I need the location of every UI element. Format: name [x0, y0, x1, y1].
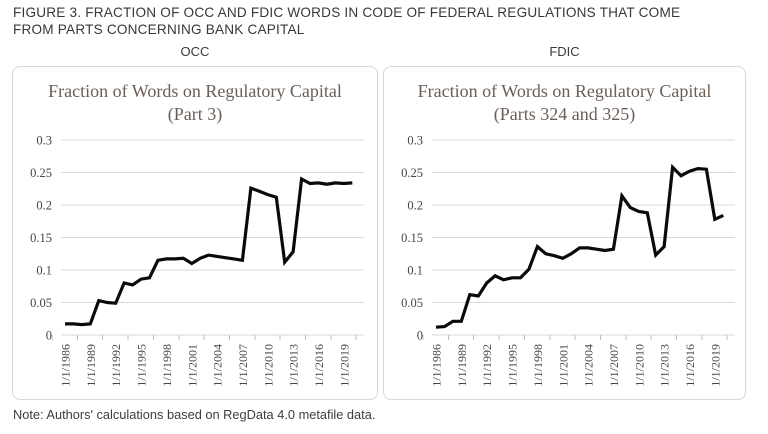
y-tick-label: 0.05 [401, 296, 423, 310]
figure-title-line2: FROM PARTS CONCERNING BANK CAPITAL [13, 21, 305, 37]
x-tick-label: 1/1/1998 [531, 344, 545, 387]
figure-title-line1: FIGURE 3. FRACTION OF OCC AND FDIC WORDS… [13, 5, 681, 20]
y-tick-label: 0 [46, 328, 52, 342]
x-tick-label: 1/1/1989 [84, 344, 98, 387]
y-tick-label: 0.1 [407, 263, 423, 277]
y-tick-label: 0.2 [36, 198, 52, 212]
line-chart-fdic: 0 0.05 0.1 0.15 0.2 0.25 0.3 1/1/1986 1/1/1989 1/… [401, 133, 735, 387]
x-tick-label: 1/1/1995 [135, 344, 149, 387]
x-tick-label: 1/1/2007 [236, 344, 250, 387]
x-tick-label: 1/1/1992 [109, 344, 123, 387]
x-tick-label: 1/1/1995 [506, 344, 520, 387]
x-tick-label: 1/1/2004 [211, 344, 225, 387]
y-tick-label: 0.1 [36, 263, 52, 277]
x-tick-label: 1/1/2013 [287, 344, 301, 387]
x-tick-label: 1/1/2001 [185, 344, 199, 387]
x-tick-label: 1/1/2019 [337, 344, 351, 387]
chart-title-occ: Fraction of Words on Regulatory Capital … [48, 81, 342, 125]
chart-panel-fdic: Fraction of Words on Regulatory Capital … [383, 66, 746, 400]
x-tick-label: 1/1/2019 [708, 344, 722, 387]
x-tick-label: 1/1/1989 [455, 344, 469, 387]
y-tick-label: 0.3 [36, 133, 52, 147]
x-tick-label: 1/1/1992 [480, 344, 494, 387]
line-chart-occ: 0 0.05 0.1 0.15 0.2 0.25 0.3 1/1/1986 1/1/1989 1/… [30, 133, 364, 387]
figure-title: FIGURE 3. FRACTION OF OCC AND FDIC WORDS… [13, 5, 758, 38]
panel-label-occ: OCC [180, 44, 210, 59]
x-tick-label: 1/1/2007 [607, 344, 621, 387]
x-tick-label: 1/1/1998 [160, 344, 174, 387]
x-tick-label: 1/1/2001 [556, 344, 570, 387]
y-tick-label: 0.2 [407, 198, 423, 212]
y-tick-label: 0.25 [30, 166, 52, 180]
y-tick-label: 0.15 [401, 231, 423, 245]
x-tick-label: 1/1/2016 [683, 344, 697, 387]
note-text: Note: Authors' calculations based on Reg… [13, 407, 376, 422]
y-tick-label: 0.3 [407, 133, 423, 147]
y-tick-label: 0.15 [30, 231, 52, 245]
panel-label-fdic: FDIC [549, 44, 580, 59]
x-tick-label: 1/1/1986 [430, 344, 444, 387]
x-tick-label: 1/1/2010 [261, 344, 275, 387]
series-line [435, 163, 724, 329]
series-line [65, 176, 353, 327]
y-tick-label: 0 [417, 328, 423, 342]
x-tick-label: 1/1/1986 [59, 344, 73, 387]
y-tick-label: 0.25 [401, 166, 423, 180]
x-tick-label: 1/1/2004 [582, 344, 596, 387]
x-tick-label: 1/1/2016 [312, 344, 326, 387]
chart-panel-occ: Fraction of Words on Regulatory Capital … [12, 66, 378, 400]
x-tick-label: 1/1/2013 [658, 344, 672, 387]
x-tick-label: 1/1/2010 [632, 344, 646, 387]
y-tick-label: 0.05 [30, 296, 52, 310]
chart-title-fdic: Fraction of Words on Regulatory Capital … [417, 81, 712, 125]
